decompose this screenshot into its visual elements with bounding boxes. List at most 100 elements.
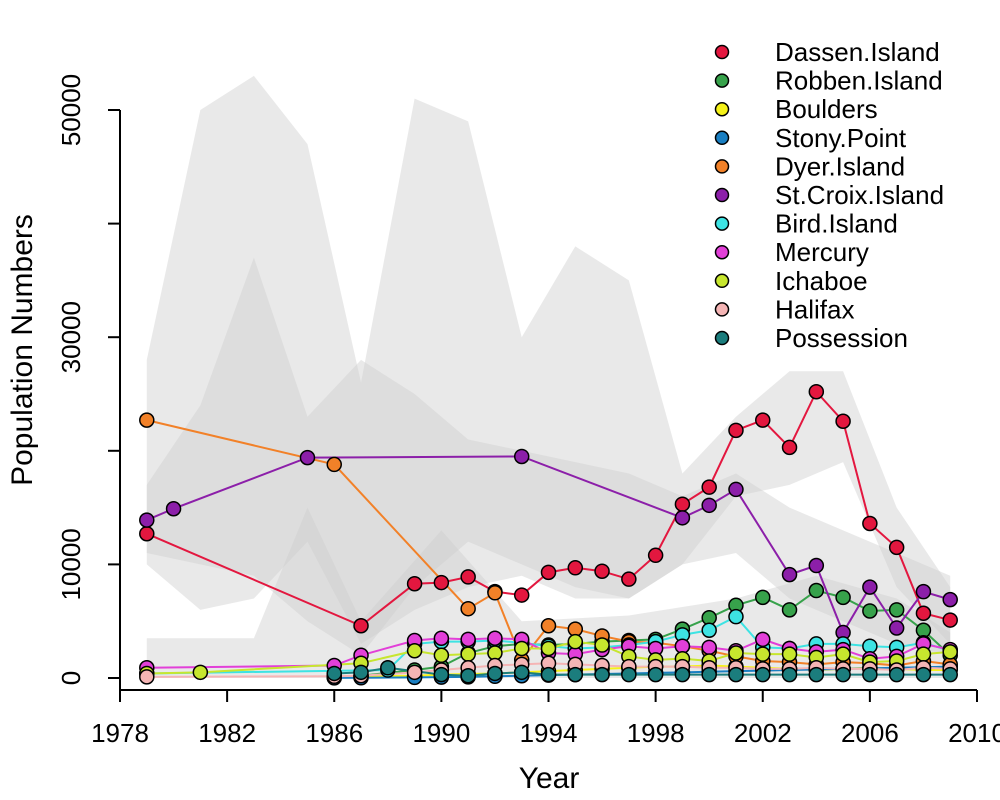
data-point-ichaboe bbox=[594, 637, 610, 653]
legend-label-st-croix-island: St.Croix.Island bbox=[775, 180, 944, 210]
legend-marker-boulders bbox=[714, 101, 730, 117]
data-point-ichaboe bbox=[755, 646, 771, 662]
confidence-bands bbox=[146, 75, 951, 678]
data-point-dassen-island bbox=[942, 612, 958, 628]
legend: Dassen.IslandRobben.IslandBouldersStony.… bbox=[714, 37, 944, 353]
data-point-dassen-island bbox=[406, 575, 423, 592]
data-point-st-croix-island bbox=[808, 557, 825, 574]
y-axis-title: Population Numbers bbox=[6, 214, 39, 486]
data-point-possession bbox=[433, 666, 450, 683]
data-point-st-croix-island bbox=[701, 497, 717, 514]
data-point-dassen-island bbox=[513, 587, 530, 603]
data-point-ichaboe bbox=[460, 646, 476, 662]
data-point-ichaboe bbox=[942, 644, 958, 660]
legend-marker-dassen-island bbox=[714, 44, 730, 60]
data-point-dassen-island bbox=[701, 479, 717, 495]
data-point-ichaboe bbox=[728, 645, 744, 661]
data-point-ichaboe bbox=[835, 646, 851, 662]
data-point-ichaboe bbox=[540, 640, 557, 657]
legend-label-bird-island: Bird.Island bbox=[775, 209, 898, 239]
data-point-ichaboe bbox=[567, 633, 584, 650]
y-tick-label: 10000 bbox=[56, 528, 86, 600]
data-point-robben-island bbox=[835, 589, 851, 606]
data-point-possession bbox=[326, 665, 342, 682]
data-point-dassen-island bbox=[353, 617, 369, 634]
data-point-possession bbox=[728, 666, 744, 683]
data-point-dyer-island bbox=[139, 412, 155, 428]
data-point-mercury bbox=[433, 630, 450, 646]
data-point-possession bbox=[567, 666, 584, 683]
data-point-possession bbox=[647, 666, 664, 683]
data-point-ichaboe bbox=[513, 640, 530, 657]
legend-marker-ichaboe bbox=[714, 273, 730, 289]
data-point-dassen-island bbox=[460, 569, 476, 585]
data-point-dassen-island bbox=[835, 413, 851, 430]
data-point-possession bbox=[862, 666, 878, 683]
data-point-st-croix-island bbox=[165, 500, 182, 517]
data-point-dassen-island bbox=[647, 547, 664, 564]
data-point-possession bbox=[701, 666, 717, 683]
data-point-robben-island bbox=[888, 602, 905, 618]
data-point-halifax bbox=[406, 664, 423, 681]
data-point-possession bbox=[942, 666, 958, 683]
y-tick-label: 30000 bbox=[56, 301, 86, 373]
data-point-ichaboe bbox=[915, 646, 932, 662]
data-point-possession bbox=[513, 664, 530, 681]
x-tick-label: 2006 bbox=[841, 718, 899, 748]
legend-label-boulders: Boulders bbox=[775, 94, 878, 124]
data-point-st-croix-island bbox=[728, 481, 744, 498]
data-point-st-croix-island bbox=[942, 591, 958, 608]
y-ticks: 0 10000 30000 50000 bbox=[56, 74, 120, 685]
x-tick-label: 1998 bbox=[627, 718, 685, 748]
data-point-possession bbox=[835, 666, 851, 683]
data-point-possession bbox=[594, 666, 610, 683]
data-point-halifax bbox=[139, 669, 155, 685]
data-point-dassen-island bbox=[594, 563, 610, 579]
data-point-dassen-island bbox=[139, 525, 155, 542]
data-point-dassen-island bbox=[862, 515, 878, 532]
data-point-dassen-island bbox=[567, 560, 584, 576]
data-point-mercury bbox=[460, 631, 476, 648]
data-point-possession bbox=[621, 666, 637, 683]
legend-marker-mercury bbox=[714, 244, 730, 260]
data-point-st-croix-island bbox=[888, 620, 905, 636]
x-ticks: 1978 1982 1986 1990 1994 1998 2002 2006 2010 bbox=[91, 690, 1000, 748]
data-point-bird-island bbox=[728, 608, 744, 625]
legend-marker-st-croix-island bbox=[714, 187, 730, 203]
data-point-robben-island bbox=[781, 602, 798, 618]
data-point-possession bbox=[353, 664, 369, 681]
x-tick-label: 2010 bbox=[948, 718, 1000, 748]
confidence-band bbox=[146, 75, 951, 644]
data-point-dassen-island bbox=[755, 412, 771, 428]
data-point-possession bbox=[460, 667, 476, 684]
data-point-st-croix-island bbox=[862, 579, 878, 595]
data-point-bird-island bbox=[701, 622, 717, 639]
legend-label-dassen-island: Dassen.Island bbox=[775, 37, 940, 67]
data-point-st-croix-island bbox=[781, 566, 798, 583]
data-point-possession bbox=[755, 666, 771, 683]
legend-label-ichaboe: Ichaboe bbox=[775, 266, 868, 296]
data-point-robben-island bbox=[808, 582, 825, 599]
confidence-band bbox=[146, 507, 951, 678]
legend-label-dyer-island: Dyer.Island bbox=[775, 151, 905, 181]
series-line-st-croix-island bbox=[146, 455, 951, 635]
data-point-robben-island bbox=[755, 589, 771, 606]
data-point-ichaboe bbox=[406, 642, 423, 659]
data-point-dassen-island bbox=[915, 605, 932, 621]
data-point-st-croix-island bbox=[299, 449, 316, 466]
confidence-band bbox=[146, 257, 951, 656]
data-point-dassen-island bbox=[781, 439, 798, 456]
legend-marker-stony-point bbox=[714, 130, 730, 146]
data-point-possession bbox=[808, 666, 825, 683]
data-point-dyer-island bbox=[326, 456, 342, 473]
data-point-mercury bbox=[487, 630, 503, 646]
legend-marker-possession bbox=[714, 330, 730, 346]
data-point-dassen-island bbox=[674, 496, 691, 512]
data-point-mercury bbox=[755, 631, 771, 648]
data-point-dyer-island bbox=[487, 585, 503, 601]
series-points bbox=[139, 383, 958, 686]
y-tick-label: 50000 bbox=[56, 74, 86, 146]
legend-marker-robben-island bbox=[714, 73, 730, 88]
x-tick-label: 1978 bbox=[91, 718, 149, 748]
data-point-robben-island bbox=[862, 603, 878, 619]
